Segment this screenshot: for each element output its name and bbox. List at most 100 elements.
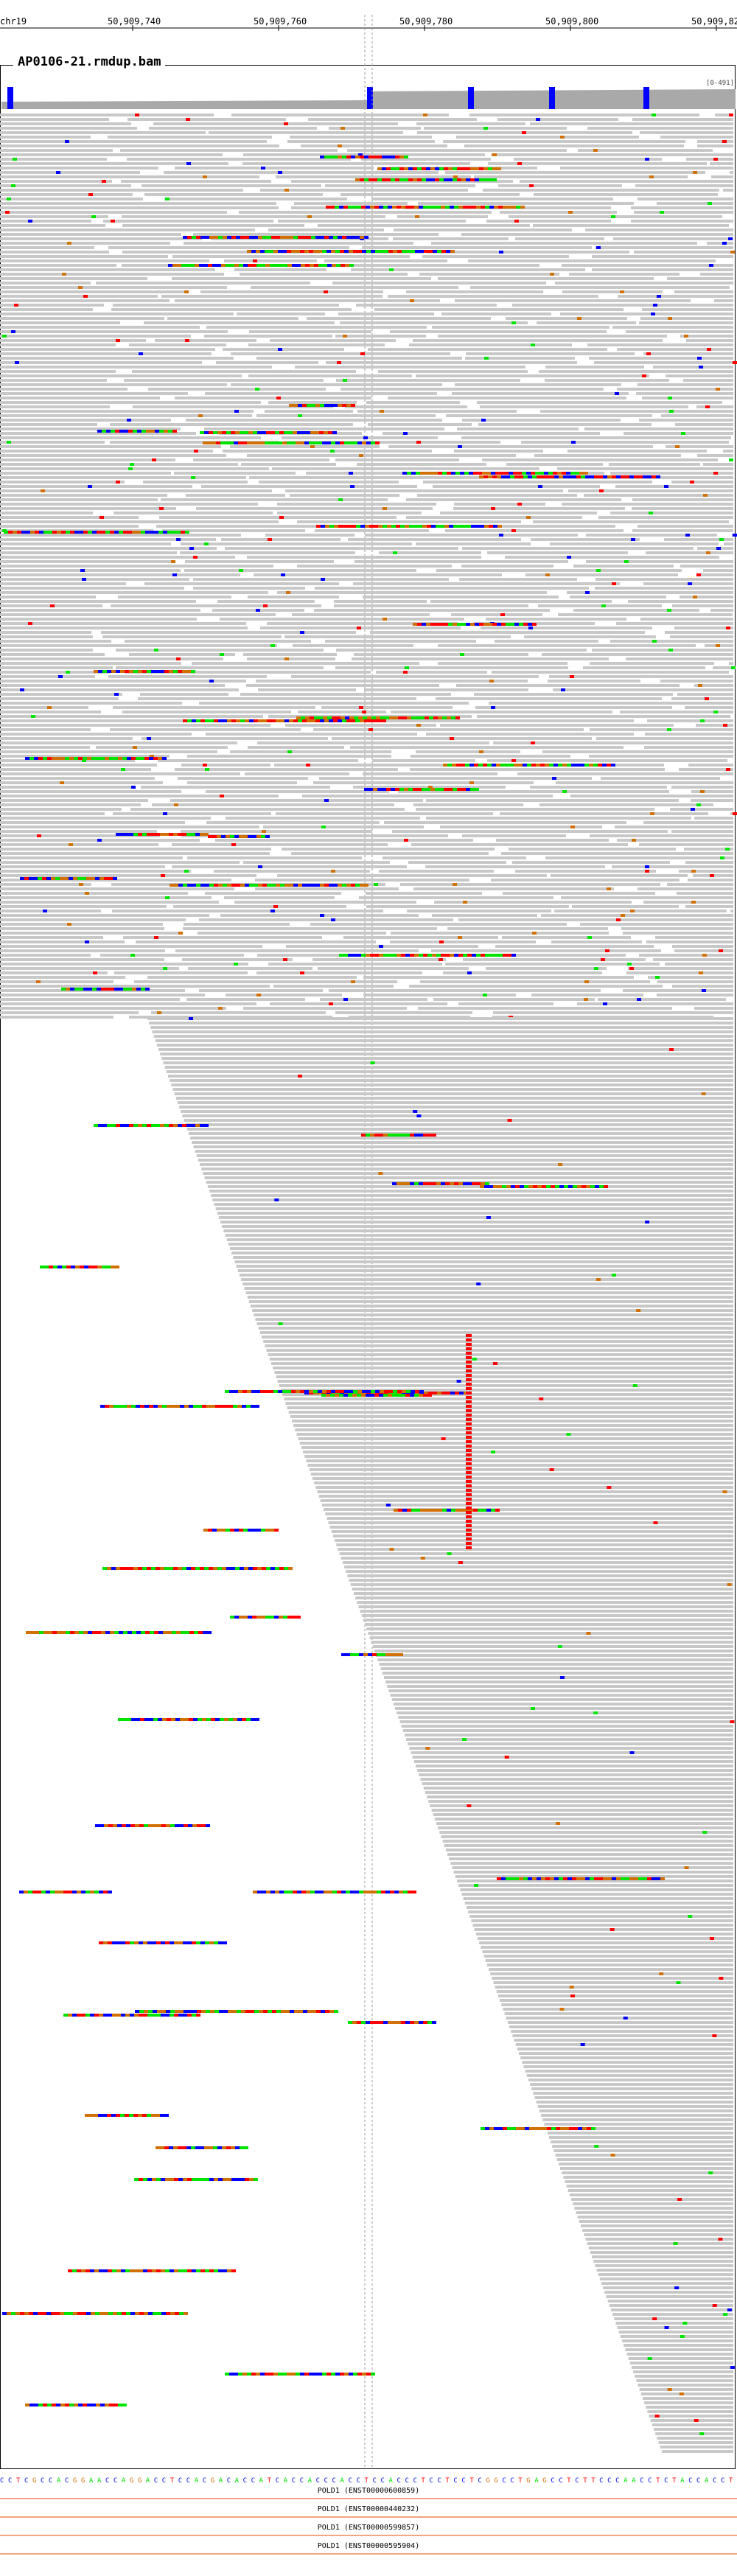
mismatch-base bbox=[135, 114, 139, 116]
reference-base: C bbox=[292, 2477, 296, 2484]
sequencing-read bbox=[220, 618, 464, 621]
soft-clip-base bbox=[90, 1891, 94, 1893]
soft-clip-base bbox=[184, 1824, 188, 1827]
sequencing-read bbox=[544, 2123, 733, 2126]
mismatch-base bbox=[733, 361, 737, 364]
sequencing-read bbox=[493, 741, 733, 744]
sequencing-read bbox=[268, 228, 384, 231]
reference-base: C bbox=[300, 2477, 304, 2484]
mismatch-base bbox=[596, 1278, 601, 1281]
soft-clip-base bbox=[227, 884, 231, 887]
transcript-label: POLD1 (ENST00000599857) bbox=[317, 2524, 420, 2532]
alignment-panel[interactable] bbox=[0, 65, 736, 2469]
sequencing-read bbox=[108, 136, 272, 139]
sequencing-read bbox=[0, 870, 191, 873]
coverage-bar bbox=[579, 90, 581, 109]
sequencing-read bbox=[541, 2114, 733, 2117]
sequencing-read bbox=[434, 1818, 733, 1821]
soft-clip-base bbox=[401, 1394, 405, 1397]
soft-clip-base bbox=[404, 178, 408, 181]
sequencing-read bbox=[697, 547, 733, 550]
sequencing-read bbox=[383, 856, 526, 859]
soft-clip-base bbox=[305, 716, 310, 719]
sequencing-read bbox=[0, 635, 93, 638]
sequencing-read bbox=[426, 733, 634, 736]
soft-clip-base bbox=[291, 2373, 296, 2376]
sequencing-read bbox=[670, 808, 733, 811]
coverage-bar bbox=[598, 90, 601, 109]
soft-clip-base bbox=[331, 1390, 335, 1393]
coverage-bar bbox=[1, 101, 4, 109]
soft-clip-base bbox=[399, 156, 404, 158]
mismatch-base bbox=[403, 671, 408, 674]
soft-clip-base bbox=[322, 250, 326, 253]
sequencing-read bbox=[260, 189, 468, 192]
soft-clip-base bbox=[491, 1509, 495, 1512]
soft-clip-base bbox=[105, 2404, 109, 2406]
sequencing-read bbox=[624, 2344, 733, 2347]
soft-clip-base bbox=[532, 475, 537, 478]
soft-clip-base bbox=[160, 1567, 164, 1570]
soft-clip-base bbox=[522, 472, 526, 475]
soft-clip-base bbox=[178, 1941, 183, 1944]
sequencing-read bbox=[500, 211, 617, 214]
sequencing-read bbox=[183, 927, 437, 930]
sequencing-read bbox=[279, 1384, 733, 1387]
ruler-tick-label: 50,909,780 bbox=[399, 16, 453, 27]
soft-clip-base bbox=[335, 441, 340, 444]
soft-clip-base bbox=[457, 167, 461, 170]
genomic-ruler[interactable]: chr19 50,909,740 50,909,760 50,909,780 5… bbox=[0, 0, 737, 32]
coverage-bar bbox=[532, 90, 534, 109]
coverage-bar bbox=[497, 90, 499, 109]
mismatch-base bbox=[458, 936, 462, 939]
sequencing-read bbox=[0, 887, 234, 890]
soft-clip-base bbox=[239, 835, 243, 838]
mismatch-base bbox=[466, 1440, 472, 1443]
soft-clip-base bbox=[156, 2014, 161, 2017]
mismatch-base bbox=[111, 220, 115, 223]
soft-clip-base bbox=[422, 788, 426, 791]
soft-clip-base bbox=[101, 531, 105, 534]
soft-clip-base bbox=[206, 1718, 211, 1721]
soft-clip-base bbox=[284, 431, 288, 434]
soft-clip-base bbox=[418, 525, 422, 528]
sequencing-read bbox=[661, 414, 733, 417]
sequencing-read bbox=[410, 768, 665, 771]
mismatch-base bbox=[176, 538, 181, 541]
soft-clip-base bbox=[318, 2373, 322, 2376]
sequencing-read bbox=[125, 640, 311, 643]
soft-clip-base bbox=[115, 430, 119, 433]
soft-clip-base bbox=[62, 1266, 66, 1268]
soft-clip-base bbox=[329, 2010, 334, 2013]
coverage-bar bbox=[707, 89, 709, 109]
soft-clip-base bbox=[187, 1941, 192, 1944]
soft-clip-base bbox=[449, 525, 453, 528]
soft-clip-base bbox=[442, 716, 447, 719]
mismatch-base bbox=[56, 171, 60, 174]
sequencing-read bbox=[0, 874, 256, 877]
coverage-bar bbox=[282, 100, 284, 109]
soft-clip-base bbox=[205, 2269, 209, 2272]
soft-clip-base bbox=[166, 2312, 170, 2315]
mismatch-base bbox=[82, 578, 86, 581]
soft-clip-base bbox=[287, 2373, 291, 2376]
coverage-bar bbox=[17, 101, 19, 109]
soft-clip-base bbox=[293, 719, 298, 722]
soft-clip-base bbox=[166, 2010, 170, 2013]
soft-clip-base bbox=[214, 2178, 218, 2181]
sequencing-read bbox=[0, 980, 113, 983]
soft-clip-base bbox=[189, 1631, 194, 1634]
sequencing-read bbox=[418, 202, 634, 205]
sequencing-read bbox=[255, 1318, 733, 1321]
sequencing-read bbox=[595, 2264, 733, 2267]
soft-clip-base bbox=[424, 250, 428, 253]
coverage-bar bbox=[46, 101, 48, 109]
coverage-bar bbox=[227, 100, 229, 109]
sequencing-read bbox=[667, 277, 733, 280]
sequencing-read bbox=[0, 728, 91, 731]
soft-clip-base bbox=[46, 1891, 50, 1893]
soft-clip-base bbox=[332, 264, 336, 267]
soft-clip-base bbox=[494, 954, 498, 957]
reference-base: G bbox=[32, 2477, 36, 2484]
